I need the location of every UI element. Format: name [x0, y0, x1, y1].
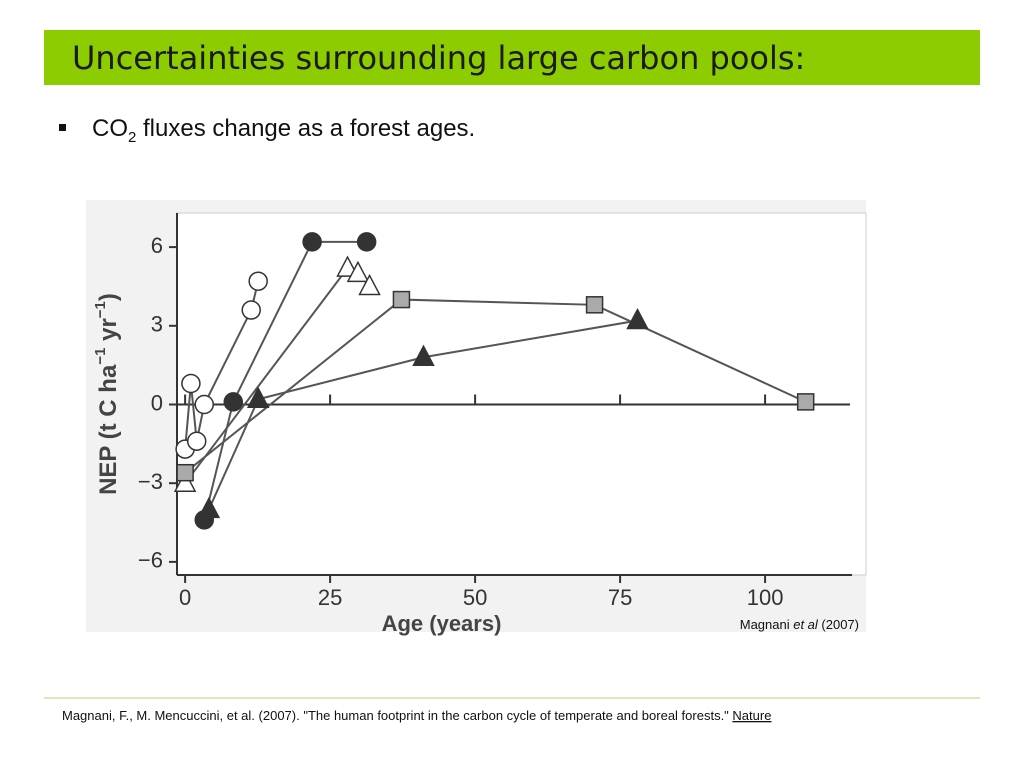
- point: [392, 290, 411, 309]
- y-label-part: ): [95, 293, 122, 301]
- footer-link[interactable]: Nature: [732, 708, 771, 723]
- point: [194, 394, 215, 415]
- bullet-subscript: 2: [128, 129, 136, 146]
- point: [223, 392, 244, 412]
- point: [241, 300, 261, 320]
- bullet-after: fluxes change as a forest ages.: [136, 115, 475, 142]
- bullet-text: CO2 fluxes change as a forest ages.: [92, 115, 475, 146]
- footer-text: Magnani, F., M. Mencuccini, et al. (2007…: [62, 708, 732, 723]
- series-line: [203, 240, 367, 521]
- y-axis-label: NEP (t C ha−1 yr−1): [92, 293, 122, 495]
- plot-area: [176, 212, 867, 576]
- y-tick-label: 0: [151, 390, 163, 415]
- bullet-icon: [59, 124, 66, 131]
- point: [248, 271, 268, 291]
- y-tick-label: −3: [138, 469, 163, 494]
- point: [356, 232, 377, 252]
- y-tick-label: −6: [138, 548, 163, 573]
- series-line: [207, 319, 638, 510]
- series-line: [184, 298, 807, 474]
- point: [302, 232, 322, 252]
- footer: Magnani, F., M. Mencuccini, et al. (2007…: [62, 708, 771, 723]
- point: [585, 296, 604, 314]
- point: [346, 260, 370, 283]
- point: [358, 273, 381, 296]
- y-label-part: NEP (t C ha: [95, 364, 122, 495]
- point: [796, 393, 815, 411]
- x-tick-label: 0: [179, 585, 191, 610]
- y-label-superscript: −1: [92, 348, 109, 365]
- citation-author: Magnani: [740, 617, 793, 632]
- point: [186, 431, 207, 451]
- title-bar: [44, 30, 980, 85]
- citation-year: (2007): [818, 617, 859, 632]
- point: [412, 344, 435, 367]
- y-label-superscript: −1: [92, 301, 109, 318]
- slide-title: Uncertainties surrounding large carbon p…: [72, 39, 805, 77]
- point: [173, 470, 197, 492]
- x-tick-label: 75: [608, 585, 632, 610]
- y-label-part: yr: [95, 318, 122, 347]
- point: [197, 496, 221, 519]
- y-tick-label: 6: [151, 233, 163, 258]
- citation-etal: et al: [793, 617, 819, 632]
- x-tick-label: 25: [318, 585, 342, 610]
- citation: Magnani et al (2007): [740, 617, 859, 632]
- bullet-before: CO: [92, 115, 128, 142]
- point: [246, 386, 270, 408]
- x-tick-label: 50: [463, 585, 487, 610]
- point: [181, 373, 201, 394]
- y-tick-label: 3: [151, 312, 163, 337]
- x-axis-label: Age (years): [382, 611, 502, 636]
- point: [176, 463, 194, 482]
- point: [626, 307, 649, 330]
- x-tick-label: 100: [747, 585, 784, 610]
